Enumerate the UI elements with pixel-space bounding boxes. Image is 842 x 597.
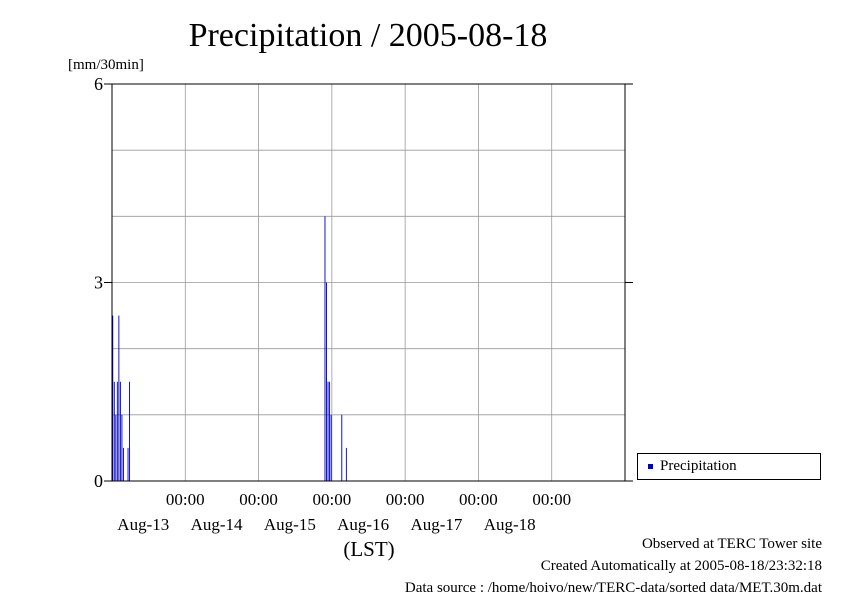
x-tick-label-time: 00:00	[459, 490, 498, 509]
precipitation-bar	[112, 315, 114, 481]
precipitation-bar	[122, 447, 124, 481]
axes: 0 3 6 00:00 Aug-13 00:00 Aug-14 00:00 Aug-15 00:0…	[94, 74, 633, 534]
precipitation-bar	[116, 381, 118, 481]
precipitation-bar	[115, 414, 117, 481]
x-axis-label: (LST)	[343, 537, 394, 561]
legend-swatch	[648, 464, 653, 469]
grid	[112, 84, 625, 481]
precipitation-bar	[324, 216, 326, 482]
precipitation-bar	[327, 381, 329, 481]
precipitation-bar	[129, 381, 131, 481]
x-tick-label-date: Aug-16	[337, 515, 389, 534]
precipitation-bar	[127, 447, 129, 481]
precipitation-bar	[113, 381, 115, 481]
y-tick-label: 0	[94, 471, 103, 491]
footer-observed: Observed at TERC Tower site	[641, 536, 822, 552]
precipitation-bar	[326, 282, 327, 481]
chart-title: Precipitation / 2005-08-18	[189, 17, 548, 54]
x-tick-label-time: 00:00	[239, 490, 278, 509]
precipitation-bar	[119, 381, 121, 481]
legend-label: Precipitation	[660, 458, 737, 474]
precipitation-bar	[345, 447, 347, 481]
x-tick-label-time: 00:00	[386, 490, 425, 509]
x-tick-label-date: Aug-13	[117, 515, 169, 534]
x-tick-label-date: Aug-14	[191, 515, 243, 534]
x-tick-label-time: 00:00	[312, 490, 351, 509]
x-tick-label-date: Aug-15	[264, 515, 316, 534]
y-tick-label: 3	[94, 273, 103, 293]
precipitation-bar	[330, 414, 332, 481]
footer-created: Created Automatically at 2005-08-18/23:3…	[540, 558, 822, 574]
x-tick-label-date: Aug-17	[410, 515, 462, 534]
precipitation-bar	[329, 381, 331, 481]
x-tick-label-time: 00:00	[166, 490, 205, 509]
x-tick-label-time: 00:00	[532, 490, 571, 509]
footer-source: Data source : /home/hoivo/new/TERC-data/…	[404, 580, 822, 596]
precipitation-bar	[121, 414, 123, 481]
bars	[112, 216, 347, 482]
legend: Precipitation	[637, 453, 821, 480]
x-tick-label-date: Aug-18	[484, 515, 536, 534]
y-axis-label: [mm/30min]	[68, 57, 144, 73]
y-tick-label: 6	[94, 74, 103, 94]
precipitation-bar	[341, 414, 343, 481]
precipitation-bar	[118, 315, 120, 481]
